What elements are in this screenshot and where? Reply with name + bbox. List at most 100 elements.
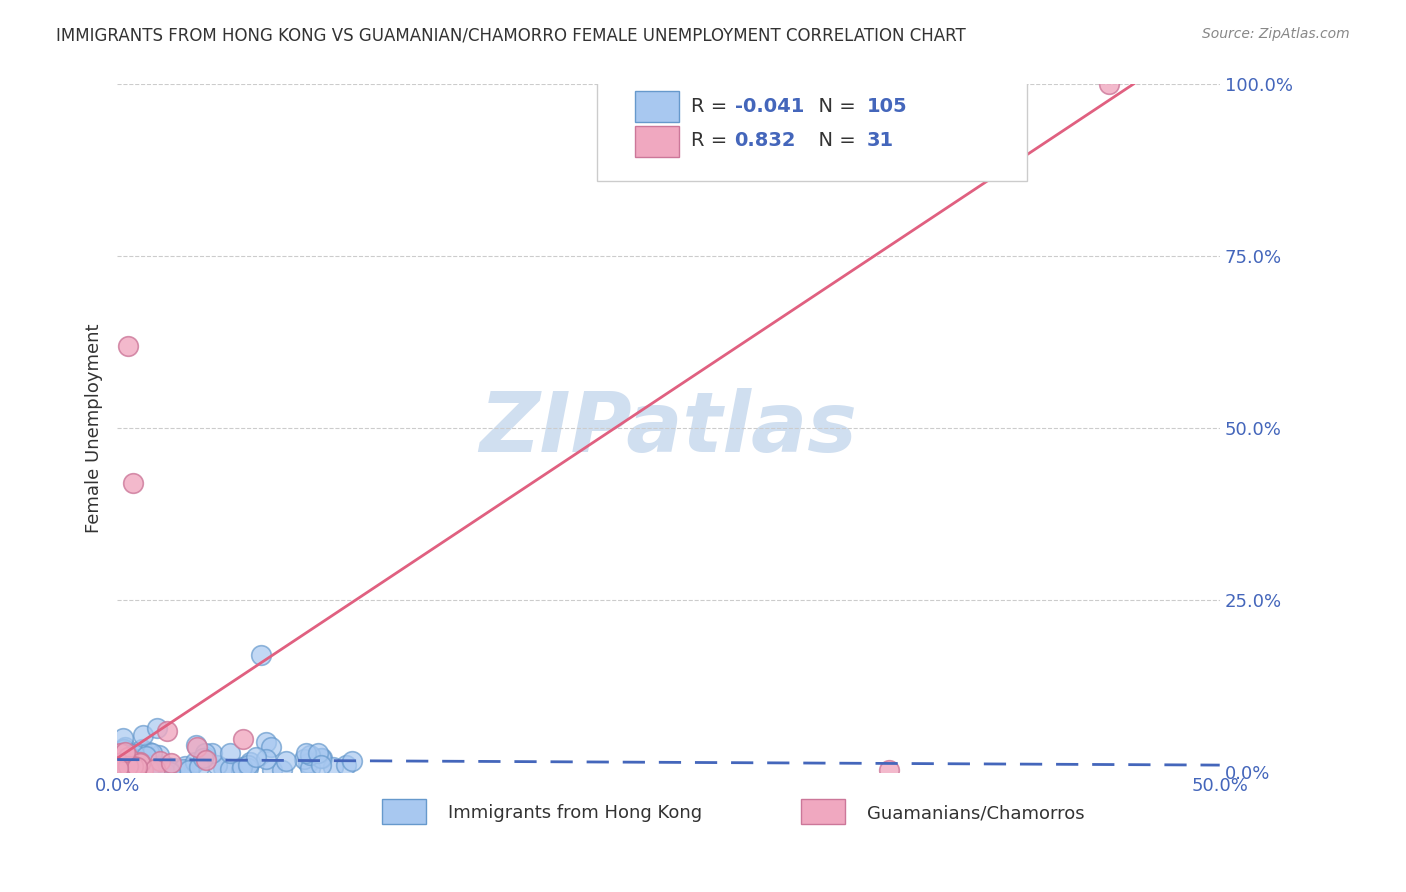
Point [135, 748, 157, 763]
Point [136, 762, 159, 776]
Point [122, 756, 145, 770]
Point [132, 763, 155, 777]
Point [260, 740, 283, 755]
Point [141, 764, 163, 779]
Point [174, 759, 197, 773]
Text: N =: N = [806, 131, 862, 151]
Point [117, 749, 139, 764]
FancyBboxPatch shape [636, 126, 679, 157]
Point [110, 764, 132, 779]
Point [159, 764, 181, 779]
Point [115, 744, 138, 758]
Point [120, 755, 142, 769]
Point [114, 740, 136, 755]
Point [212, 761, 235, 775]
Point [129, 756, 152, 771]
Point [165, 761, 187, 775]
Point [132, 762, 155, 776]
Text: Immigrants from Hong Kong: Immigrants from Hong Kong [449, 805, 702, 822]
Point [1098, 78, 1121, 92]
Point [143, 762, 166, 776]
Point [129, 755, 152, 769]
Point [184, 738, 207, 752]
Point [125, 756, 148, 771]
Text: 31: 31 [868, 131, 894, 151]
Point [229, 764, 252, 778]
FancyBboxPatch shape [596, 64, 1026, 181]
Text: IMMIGRANTS FROM HONG KONG VS GUAMANIAN/CHAMORRO FEMALE UNEMPLOYMENT CORRELATION : IMMIGRANTS FROM HONG KONG VS GUAMANIAN/C… [56, 27, 966, 45]
Point [127, 760, 149, 774]
Point [138, 745, 160, 759]
Point [157, 760, 180, 774]
Point [141, 747, 163, 761]
Point [121, 476, 143, 491]
Point [299, 748, 322, 763]
Point [309, 758, 332, 772]
Point [292, 752, 315, 766]
Point [125, 757, 148, 772]
Text: R =: R = [690, 131, 733, 151]
Point [136, 762, 159, 776]
Point [311, 751, 333, 765]
Point [121, 764, 143, 778]
Point [138, 763, 160, 777]
Point [232, 731, 254, 746]
Text: 0.832: 0.832 [734, 131, 796, 151]
Point [156, 723, 179, 738]
Point [194, 750, 217, 764]
Point [121, 761, 143, 775]
Point [153, 764, 176, 779]
Point [231, 760, 253, 774]
Text: 105: 105 [868, 97, 907, 116]
Point [260, 763, 283, 777]
Point [122, 757, 145, 772]
Y-axis label: Female Unemployment: Female Unemployment [86, 324, 103, 533]
Point [107, 760, 129, 774]
Point [108, 752, 131, 766]
Point [271, 763, 294, 777]
Point [108, 757, 131, 772]
Point [193, 751, 215, 765]
Point [218, 762, 240, 776]
Point [186, 739, 208, 754]
Point [148, 747, 170, 762]
Point [114, 762, 136, 776]
Point [245, 750, 267, 764]
Point [131, 742, 153, 756]
Point [115, 762, 138, 776]
Point [238, 761, 260, 775]
Point [110, 754, 132, 768]
Point [107, 761, 129, 775]
FancyBboxPatch shape [636, 91, 679, 122]
Point [219, 747, 242, 761]
Text: -0.041: -0.041 [734, 97, 804, 116]
Point [149, 754, 172, 768]
Text: N =: N = [806, 97, 862, 116]
Point [120, 762, 142, 776]
Point [172, 762, 194, 776]
Point [115, 750, 138, 764]
Point [107, 755, 129, 769]
Point [124, 751, 146, 765]
Point [249, 648, 271, 662]
Point [117, 747, 139, 762]
Point [274, 754, 297, 768]
Point [236, 757, 259, 772]
Point [311, 750, 333, 764]
Point [146, 762, 169, 776]
Point [179, 761, 201, 775]
Point [112, 761, 135, 775]
Point [297, 756, 319, 770]
Point [254, 752, 277, 766]
Point [160, 764, 183, 779]
Point [122, 747, 145, 761]
Point [111, 731, 134, 745]
Point [205, 758, 228, 772]
Point [128, 760, 150, 774]
Point [160, 756, 183, 770]
Point [322, 760, 344, 774]
Text: R =: R = [690, 97, 733, 116]
Point [117, 339, 139, 353]
Text: ZIPatlas: ZIPatlas [479, 388, 858, 468]
Point [146, 764, 169, 779]
